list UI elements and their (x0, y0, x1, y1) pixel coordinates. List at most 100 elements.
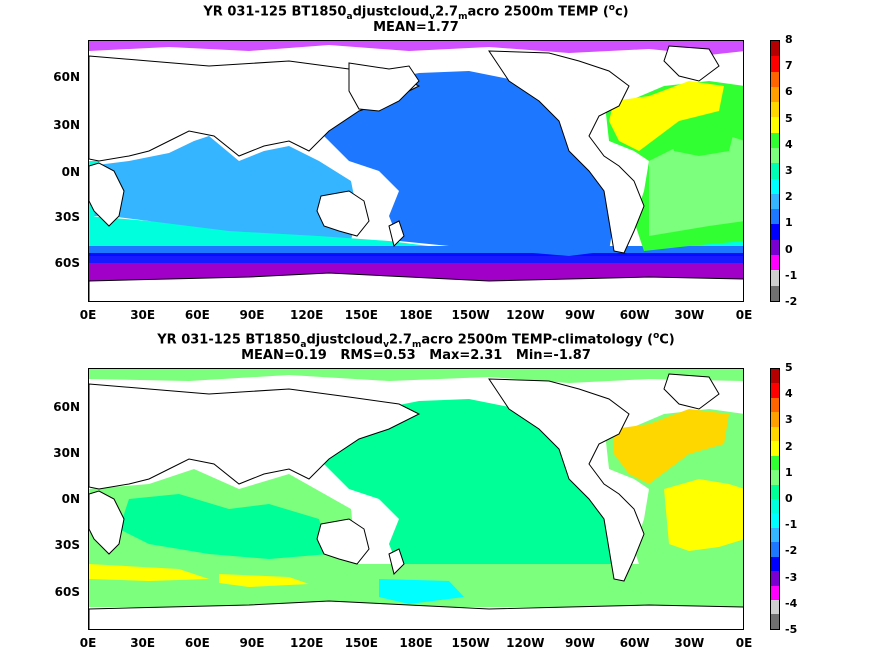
colorbar-swatch (771, 542, 779, 557)
title-sub: v (383, 339, 389, 350)
colorbar-swatch (771, 484, 779, 499)
colorbar-swatch (771, 209, 779, 225)
lat-label-0n-bottom: 0N (61, 492, 80, 506)
title-text: YR 031-125 BT1850 (157, 332, 301, 348)
colorbar-swatch (771, 132, 779, 148)
colorbar-tick-label: 4 (785, 137, 793, 151)
colorbar-swatch (771, 224, 779, 240)
lon-label: 60W (619, 308, 650, 322)
colorbar-swatch (771, 193, 779, 210)
colorbar-tick-label: -2 (785, 295, 798, 308)
colorbar-swatch (771, 254, 779, 271)
colorbar-swatch (771, 285, 779, 301)
title-sub: m (458, 11, 468, 22)
top-map-svg (89, 41, 743, 301)
colorbar-swatch (771, 86, 779, 103)
colorbar-tick-label: -4 (785, 596, 798, 610)
colorbar-swatch (771, 556, 779, 572)
colorbar-tick-label: 3 (785, 164, 793, 177)
lon-label: 30W (674, 308, 705, 322)
lon-label: 0E (735, 308, 753, 322)
colorbar-tick-label: 3 (785, 413, 793, 427)
colorbar-tick-label: 7 (785, 59, 793, 73)
title-sup: o (653, 331, 660, 341)
colorbar-swatch (771, 369, 779, 384)
lon-label: 120W (506, 308, 545, 322)
colorbar-tick-label: 0 (785, 492, 793, 505)
colorbar-swatch (771, 117, 779, 133)
top-map-title: YR 031-125 BT1850adjustcloudv2.7macro 25… (88, 0, 744, 25)
colorbar-swatch (771, 585, 779, 600)
lat-label-60n-bottom: 60N (53, 400, 80, 414)
colorbar-swatch (771, 270, 779, 286)
title-text: acro 2500m TEMP ( (467, 4, 609, 20)
colorbar-swatch (771, 498, 779, 514)
bottom-map-title: YR 031-125 BT1850adjustcloudv2.7macro 25… (88, 328, 744, 353)
lat-label-30s: 30S (54, 210, 80, 224)
colorbar-tick-label: -1 (785, 518, 798, 532)
colorbar-swatch (771, 71, 779, 87)
colorbar-swatch (771, 441, 779, 456)
lon-label: 90W (565, 636, 595, 650)
lon-label: 150E (344, 636, 378, 650)
lon-label: 0E (79, 636, 97, 650)
colorbar-swatch (771, 56, 779, 72)
lon-label: 120W (506, 636, 545, 650)
lon-label: 150E (344, 308, 378, 322)
colorbar-swatch (771, 178, 779, 194)
title-text: acro 2500m TEMP-climatology ( (421, 332, 654, 348)
colorbar-tick-label: -2 (785, 544, 798, 558)
lon-label: 180E (399, 636, 433, 650)
lon-label: 90E (239, 308, 265, 322)
colorbar-tick-label: 6 (785, 85, 793, 99)
title-sup: o (608, 3, 615, 13)
colorbar-tick-label: 2 (785, 439, 793, 453)
colorbar-swatch (771, 147, 779, 164)
title-sub: v (429, 11, 436, 22)
title-text: c) (614, 4, 629, 20)
colorbar-swatch (771, 397, 779, 413)
colorbar-swatch (771, 470, 779, 485)
lon-label: 150W (451, 636, 490, 650)
top-map-stats: MEAN=1.77 (373, 20, 459, 35)
lon-label: 30W (674, 636, 705, 650)
lon-label: 120E (290, 636, 324, 650)
title-sub: m (411, 339, 422, 350)
bottom-map-svg (89, 369, 743, 629)
lon-label: 30E (130, 636, 156, 650)
title-text: 2.7 (435, 4, 459, 20)
lon-label: 180E (399, 308, 433, 322)
title-text: 2.7 (388, 332, 412, 348)
colorbar-swatch (771, 614, 779, 629)
colorbar-tick-label: 5 (785, 361, 793, 374)
lat-label-30n: 30N (53, 118, 80, 132)
title-text: YR 031-125 BT1850 (203, 4, 347, 20)
top-map-panel (88, 40, 744, 302)
title-text: C) (659, 332, 675, 348)
colorbar-swatch (771, 571, 779, 586)
lat-label-0n: 0N (61, 165, 80, 179)
colorbar-swatch (771, 600, 779, 615)
colorbar-swatch (771, 412, 779, 427)
title-sub: a (346, 11, 353, 22)
lat-label-60n: 60N (53, 70, 80, 84)
lon-label: 60W (619, 636, 650, 650)
top-colorbar (770, 40, 780, 302)
colorbar-swatch (771, 513, 779, 528)
colorbar-swatch (771, 239, 779, 255)
lon-label: 120E (290, 308, 324, 322)
colorbar-tick-label: 0 (785, 242, 793, 256)
lat-label-60s-bottom: 60S (54, 585, 80, 599)
colorbar-tick-label: 2 (785, 190, 793, 204)
lat-label-30s-bottom: 30S (54, 538, 80, 552)
lat-label-60s: 60S (54, 256, 80, 270)
colorbar-tick-label: 1 (785, 465, 793, 479)
bottom-map-panel (88, 368, 744, 630)
lon-label: 150W (451, 308, 490, 322)
lat-label-30n-bottom: 30N (53, 446, 80, 460)
title-sub: a (300, 339, 307, 350)
lon-label: 90W (565, 308, 595, 322)
colorbar-swatch (771, 426, 779, 442)
title-text: djustcloud (352, 4, 430, 20)
lon-label: 60E (184, 308, 210, 322)
